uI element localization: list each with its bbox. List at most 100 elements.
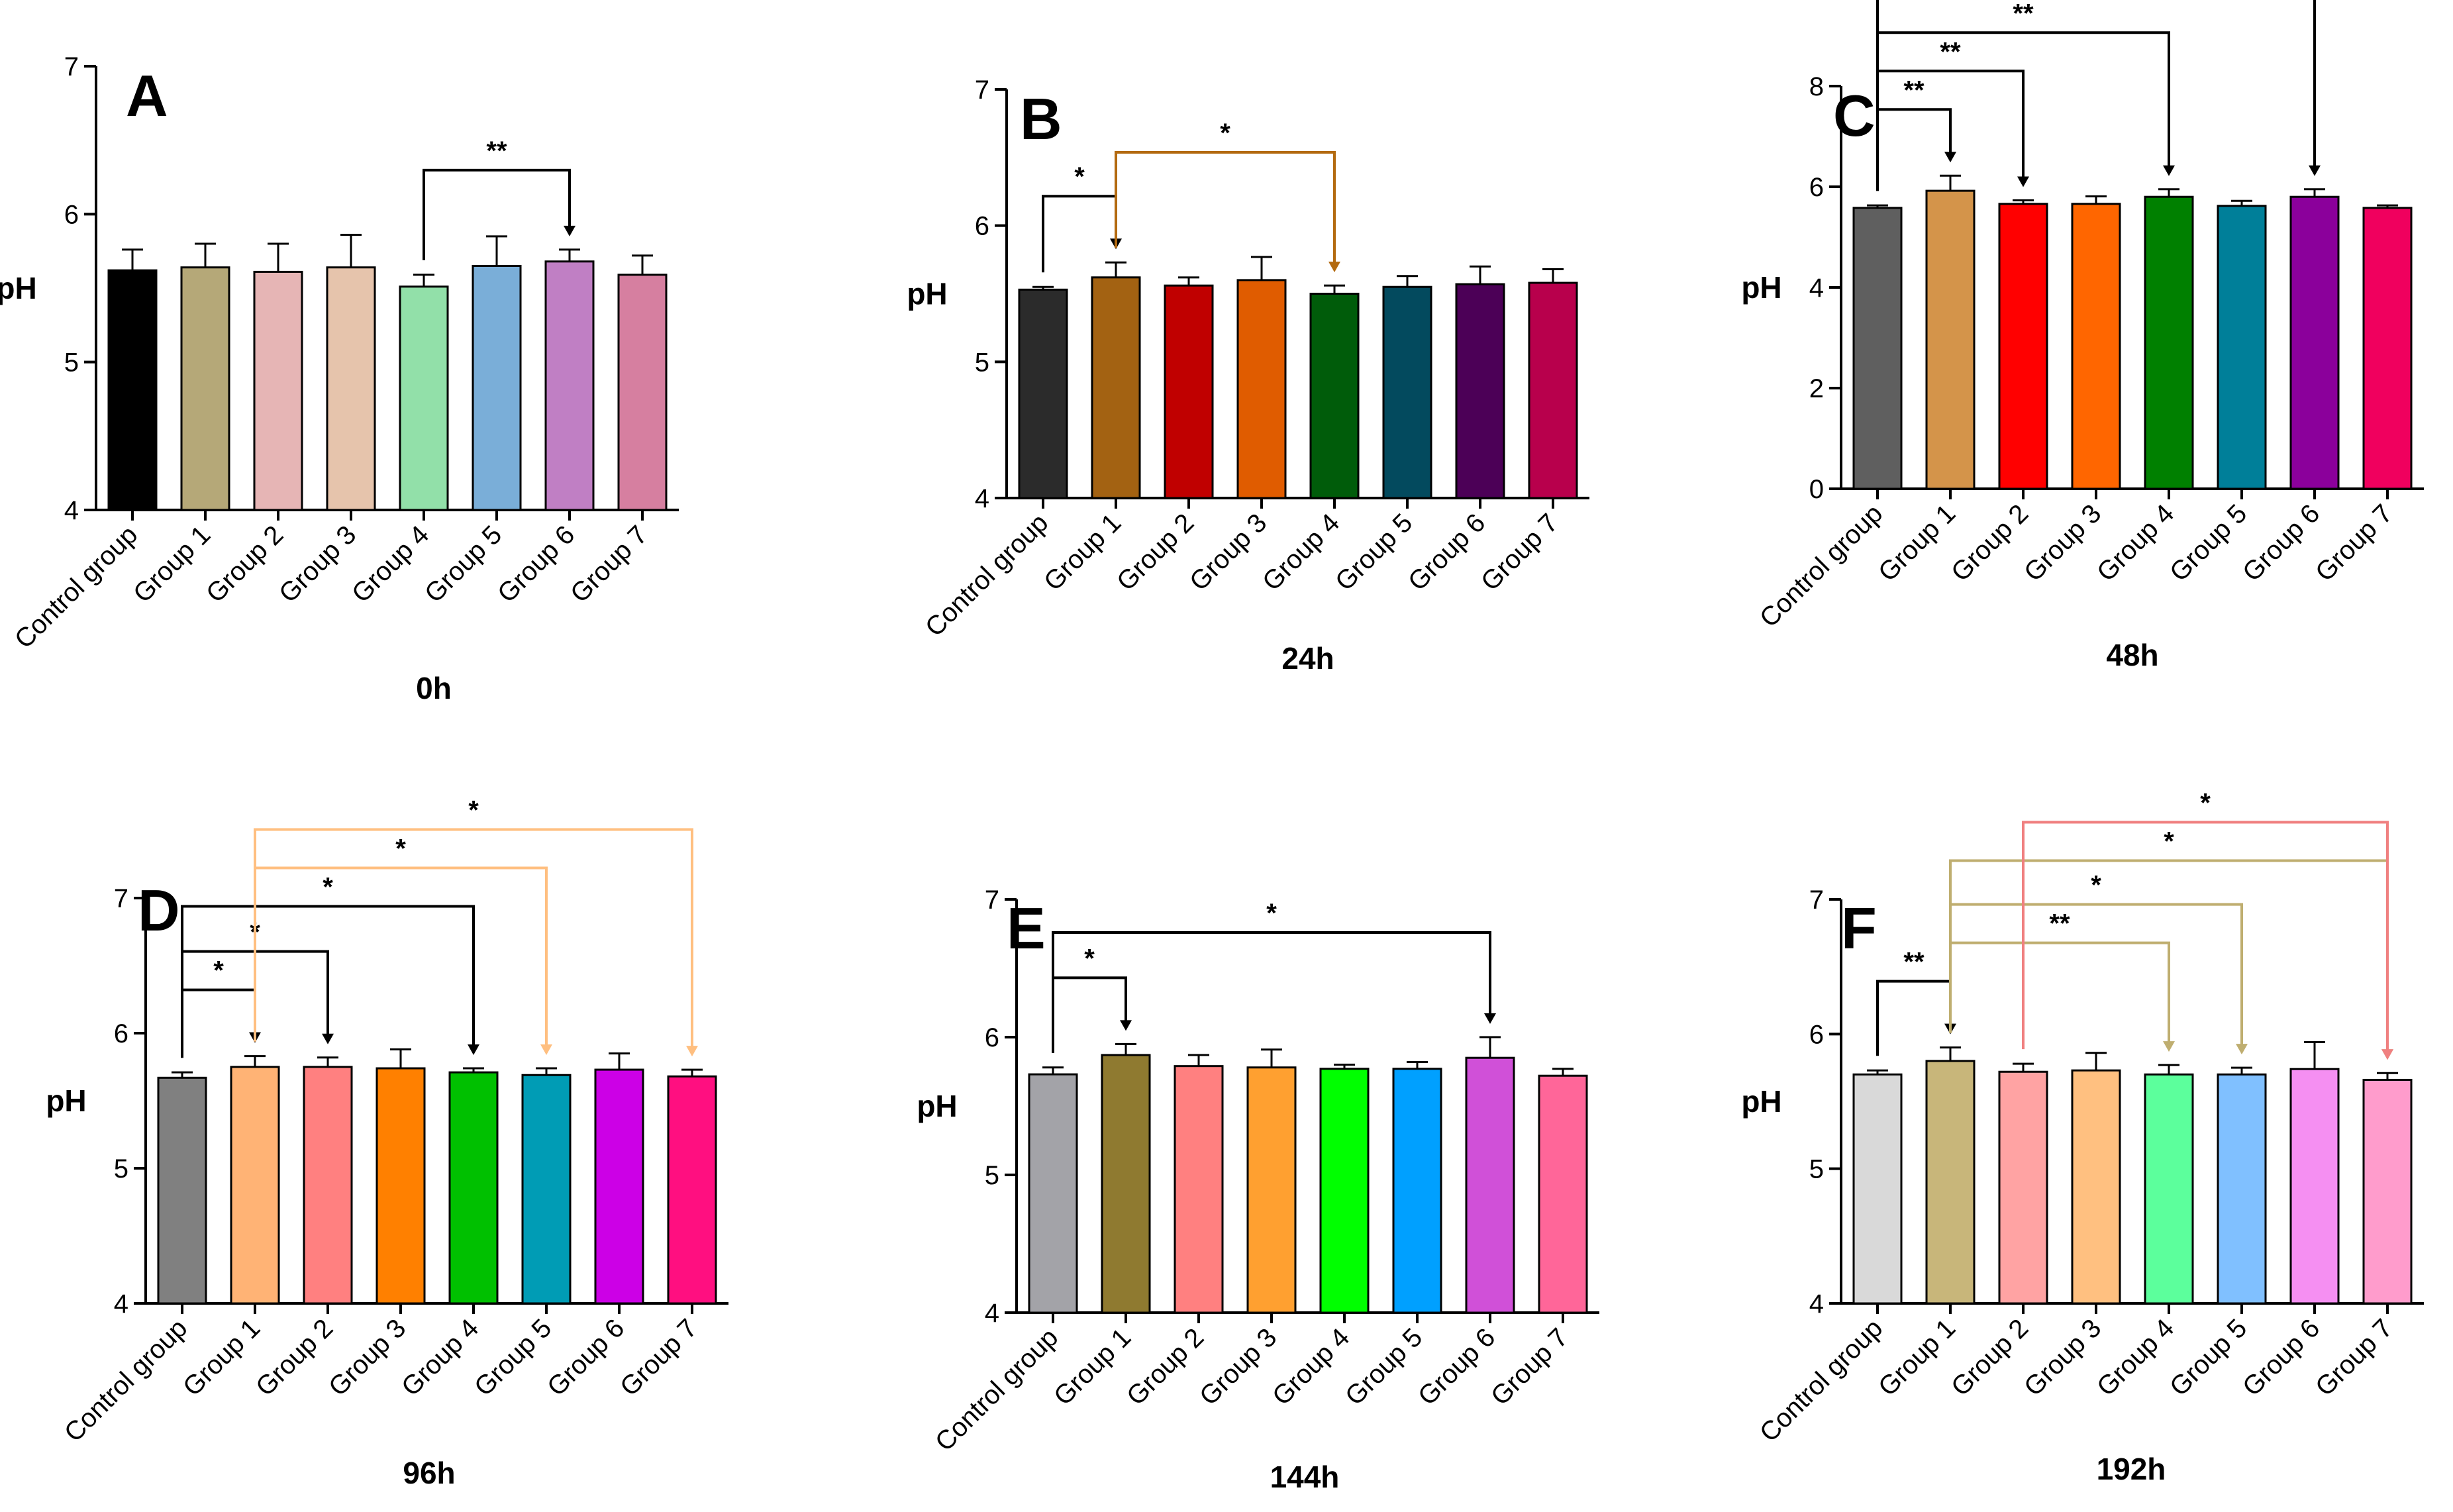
panel-d-category-label: Group 2 bbox=[250, 1313, 338, 1401]
panel-b-bar bbox=[1236, 279, 1287, 499]
panel-c-category-label: Group 2 bbox=[1946, 499, 2034, 587]
panel-d-bar bbox=[303, 1066, 353, 1305]
panel-c-category-label: Control group bbox=[1754, 499, 1888, 632]
panel-f-y-tick-label: 5 bbox=[1809, 1155, 1824, 1184]
panel-a-bar bbox=[544, 260, 595, 511]
panel-e-bar bbox=[1392, 1068, 1442, 1314]
panel-f-comparison-arrowhead bbox=[2236, 1044, 2248, 1055]
panel-f-bar bbox=[2071, 1069, 2121, 1305]
panel-a-category-label: Group 5 bbox=[419, 520, 507, 608]
panel-e-comparison-bracket bbox=[1052, 976, 1127, 1053]
panel-d-comparison-bracket bbox=[254, 828, 693, 1048]
panel-c-y-tick-label: 8 bbox=[1809, 72, 1824, 101]
panel-a-letter: A bbox=[126, 63, 168, 128]
panel-c-bar bbox=[1998, 203, 2048, 490]
panel-f-bar bbox=[1998, 1070, 2048, 1305]
panel-d-comparison-arrowhead bbox=[322, 1033, 334, 1044]
panel-b-y-tick-label: 6 bbox=[975, 212, 989, 241]
panel-a-bar bbox=[617, 274, 668, 511]
panel-d-significance-label: * bbox=[213, 956, 224, 985]
panel-d-bar bbox=[448, 1071, 499, 1305]
panel-b-bar bbox=[1309, 293, 1360, 499]
panel-a-y-axis-title: pH bbox=[0, 271, 37, 305]
panel-d-bar bbox=[157, 1076, 207, 1305]
panel-d-category-label: Group 3 bbox=[323, 1313, 411, 1401]
panel-e-comparison-arrowhead bbox=[1484, 1013, 1496, 1024]
panel-d-category-label: Group 4 bbox=[396, 1313, 484, 1401]
panel-d-y-tick-label: 4 bbox=[114, 1289, 128, 1319]
panel-c-category-label: Group 1 bbox=[1873, 499, 1961, 587]
panel-e-bar bbox=[1101, 1054, 1151, 1314]
panel-d-comparison-bracket bbox=[181, 988, 256, 1058]
panel-e-time-label: 144h bbox=[1270, 1460, 1340, 1494]
panel-e-significance-label: * bbox=[1266, 899, 1277, 928]
panel-f-comparison-bracket bbox=[2022, 821, 2389, 1051]
panel-c-category-label: Group 4 bbox=[2091, 499, 2179, 587]
panel-c-category-label: Group 6 bbox=[2237, 499, 2325, 587]
panel-f-y-tick-label: 6 bbox=[1809, 1020, 1824, 1049]
panel-f-y-axis-title: pH bbox=[1741, 1084, 1781, 1119]
panel-f-significance-label: ** bbox=[2049, 909, 2070, 938]
panel-e-y-tick-label: 5 bbox=[985, 1161, 999, 1190]
panel-f-category-label: Group 6 bbox=[2237, 1313, 2325, 1401]
panel-a-category-label: Group 7 bbox=[565, 520, 653, 608]
panel-a-bar bbox=[180, 266, 230, 511]
panel-d-letter: D bbox=[138, 878, 180, 943]
panel-f-y-tick-label: 7 bbox=[1809, 885, 1824, 915]
panel-d-y-tick-label: 6 bbox=[114, 1019, 128, 1048]
panel-d-comparison-bracket bbox=[254, 866, 548, 1046]
panel-f-significance-label: * bbox=[2200, 789, 2211, 818]
panel-a-category-label: Group 4 bbox=[346, 520, 434, 608]
panel-e-category-label: Group 3 bbox=[1194, 1323, 1282, 1411]
panel-a-y-tick-label: 5 bbox=[64, 348, 79, 378]
panel-d-category-label: Control group bbox=[59, 1313, 193, 1447]
panel-b-category-label: Group 2 bbox=[1111, 508, 1199, 596]
panel-e-category-label: Group 5 bbox=[1340, 1323, 1428, 1411]
panel-c-bar bbox=[1852, 207, 1903, 490]
panel-a-time-label: 0h bbox=[416, 671, 452, 705]
panel-a-comparison-bracket bbox=[423, 168, 571, 260]
panel-b-category-label: Control group bbox=[920, 508, 1054, 642]
panel-b-category-label: Group 6 bbox=[1403, 508, 1491, 596]
panel-b-significance-label: * bbox=[1220, 119, 1230, 148]
panel-a-bar bbox=[472, 265, 522, 511]
panel-d-comparison-arrowhead bbox=[468, 1044, 479, 1056]
panel-d-y-tick-label: 5 bbox=[114, 1154, 128, 1184]
panel-a-category-label: Group 1 bbox=[128, 520, 216, 608]
panel-d-category-label: Group 6 bbox=[542, 1313, 630, 1401]
panel-b-category-label: Group 3 bbox=[1184, 508, 1272, 596]
panel-c-significance-label: ** bbox=[1903, 76, 1925, 105]
panel-f-comparison-arrowhead bbox=[2381, 1049, 2393, 1060]
panel-e-comparison-arrowhead bbox=[1120, 1020, 1132, 1031]
panel-e-category-label: Group 6 bbox=[1413, 1323, 1501, 1411]
panel-b-bar bbox=[1455, 283, 1505, 499]
panel-d-comparison-arrowhead bbox=[686, 1046, 698, 1057]
panel-b-comparison-arrowhead bbox=[1328, 262, 1340, 273]
panel-c-y-tick-label: 0 bbox=[1809, 475, 1824, 504]
panel-c-y-tick-label: 6 bbox=[1809, 173, 1824, 202]
panel-e-y-tick-label: 4 bbox=[985, 1299, 999, 1328]
panel-c-bar bbox=[2362, 207, 2413, 490]
panel-b-y-tick-label: 5 bbox=[975, 348, 989, 377]
panel-b-bar bbox=[1018, 288, 1068, 499]
panel-f-letter: F bbox=[1841, 895, 1877, 961]
panel-f-y-tick-label: 4 bbox=[1809, 1289, 1824, 1319]
panel-b-y-axis-title: pH bbox=[907, 277, 947, 311]
panel-f-bar bbox=[2217, 1073, 2267, 1305]
panel-c-category-label: Group 7 bbox=[2310, 499, 2398, 587]
panel-f-significance-label: ** bbox=[1903, 948, 1925, 977]
panel-d-bar bbox=[230, 1066, 280, 1305]
panel-f-bar bbox=[2362, 1078, 2413, 1305]
panel-c-category-label: Group 3 bbox=[2019, 499, 2107, 587]
panel-c-y-tick-label: 4 bbox=[1809, 274, 1824, 303]
panel-e-bar bbox=[1174, 1065, 1224, 1314]
panel-d-category-label: Group 7 bbox=[615, 1313, 703, 1401]
panel-a-bar bbox=[326, 266, 376, 511]
panel-b-significance-label: * bbox=[1074, 162, 1085, 191]
panel-e-category-label: Group 4 bbox=[1267, 1323, 1355, 1411]
panel-b-bar bbox=[1164, 284, 1214, 499]
panel-b-time-label: 24h bbox=[1281, 641, 1334, 676]
panel-f-comparison-arrowhead bbox=[2163, 1041, 2175, 1052]
panel-d-comparison-bracket bbox=[181, 905, 475, 1058]
